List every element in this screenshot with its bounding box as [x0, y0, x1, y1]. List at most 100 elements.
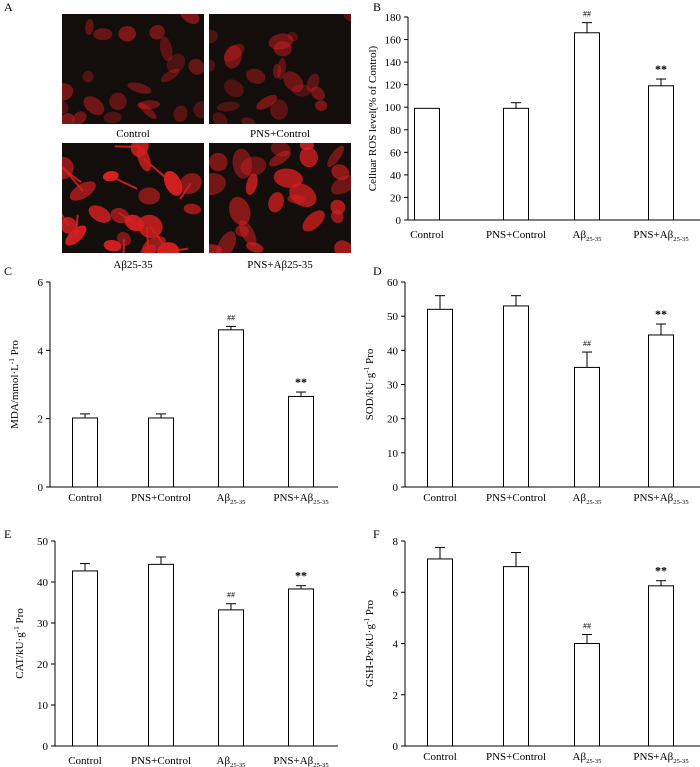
cell-image-pns-control: [209, 14, 351, 124]
cell-process: [110, 175, 138, 190]
cell-body: [138, 102, 157, 120]
cell-body: [270, 99, 288, 120]
y-tick-label-c-2: 4: [38, 345, 44, 357]
micrograph-pns-abeta: [209, 143, 351, 253]
micrograph-caption-abeta: Aβ25-35: [113, 259, 153, 271]
micrograph-caption-control: Control: [116, 128, 150, 140]
x-tick-label-c-1: PNS+Control: [131, 492, 191, 504]
cell-body: [62, 100, 69, 115]
y-tick-label-d-5: 50: [387, 311, 399, 323]
cell-body: [302, 210, 325, 232]
cell-body: [209, 29, 219, 44]
cell-body: [193, 101, 204, 119]
annotation-b-2: ##: [583, 10, 591, 19]
bar-c-3: [288, 395, 314, 488]
x-tick-label-b-3: PNS+Aβ25-35: [633, 229, 689, 243]
bar-e-3: [288, 588, 314, 747]
chart-d: 0 10 20 30 40 50 60 SOD/kU·g-1 Pro Control PNS+Co…: [363, 277, 700, 506]
cell-body: [216, 231, 236, 253]
annotation-e-3: **: [295, 569, 307, 583]
y-tick-label-d-4: 40: [387, 345, 399, 357]
cell-body: [173, 105, 188, 123]
bar-b-2: [574, 32, 600, 221]
y-tick-label-b-9: 180: [385, 12, 402, 24]
cell-body: [88, 205, 112, 223]
annotation-d-3: **: [655, 307, 667, 321]
cell-body: [343, 14, 351, 22]
y-tick-label-e-2: 20: [37, 659, 49, 671]
x-tick-label-b-2: Aβ25-35: [573, 229, 603, 243]
y-tick-label-d-2: 20: [387, 414, 399, 426]
y-axis-label-d: SOD/kU·g-1 Pro: [363, 348, 376, 420]
cell-body: [166, 53, 186, 73]
x-tick-label-f-1: PNS+Control: [486, 751, 546, 763]
y-tick-label-d-1: 10: [387, 448, 399, 460]
cell-body: [256, 94, 278, 110]
annotation-b-3: **: [655, 62, 667, 76]
y-tick-label-b-0: 0: [396, 215, 402, 227]
annotation-c-2: ##: [227, 313, 235, 322]
bar-d-3: [648, 334, 674, 488]
cell-body: [246, 68, 266, 84]
x-tick-label-b-1: PNS+Control: [486, 229, 546, 241]
cell-image-pns-abeta: [209, 143, 351, 253]
cell-image-control: [62, 14, 204, 124]
bar-b-3: [648, 85, 674, 221]
cell-body: [103, 239, 122, 252]
y-tick-label-f-2: 4: [393, 639, 399, 651]
bar-f-1: [503, 566, 529, 747]
x-tick-label-f-2: Aβ25-35: [573, 751, 603, 765]
cell-body: [209, 173, 226, 196]
cell-body: [306, 73, 320, 92]
cell-body: [209, 59, 216, 72]
panel-letter-a: A: [4, 0, 13, 14]
cell-body: [62, 83, 74, 102]
bar-d-2: [574, 366, 600, 488]
cell-process: [62, 166, 84, 192]
y-tick-label-e-1: 10: [37, 700, 49, 712]
cell-body: [212, 112, 228, 124]
micrograph-pns-control: [209, 14, 351, 124]
x-tick-label-f-3: PNS+Aβ25-35: [633, 751, 689, 765]
cell-body: [238, 220, 257, 246]
micrograph-caption-pns-abeta: PNS+Aβ25-35: [247, 259, 313, 271]
cell-body: [157, 242, 180, 253]
x-tick-label-b-0: Control: [410, 229, 444, 241]
y-tick-label-c-0: 0: [38, 482, 44, 494]
y-tick-label-e-4: 40: [37, 577, 49, 589]
cell-body: [327, 145, 345, 168]
cell-body: [268, 33, 294, 50]
bar-f-3: [648, 585, 674, 747]
y-tick-label-e-5: 50: [37, 536, 49, 548]
cell-body: [289, 183, 317, 208]
y-tick-label-b-3: 60: [390, 147, 402, 159]
cell-body: [160, 68, 180, 83]
cell-body: [103, 111, 122, 124]
bar-b-1: [503, 107, 529, 221]
bar-f-2: [574, 643, 600, 747]
y-axis-label-f: GSH-Px/kU·g-1 Pro: [363, 600, 376, 687]
bar-d-1: [503, 305, 529, 488]
cell-body: [82, 70, 94, 83]
bar-d-0: [427, 308, 453, 488]
cell-body: [138, 187, 161, 205]
cell-process: [143, 158, 168, 179]
cell-body: [118, 25, 137, 42]
y-tick-label-c-1: 2: [38, 414, 44, 426]
bar-c-2: [218, 329, 244, 488]
x-tick-label-d-3: PNS+Aβ25-35: [633, 492, 689, 506]
y-tick-label-f-0: 0: [393, 741, 399, 753]
annotation-c-3: **: [295, 375, 307, 389]
y-tick-label-f-3: 6: [393, 587, 399, 599]
annotation-f-3: **: [655, 564, 667, 578]
bar-c-0: [72, 417, 98, 488]
y-tick-label-b-6: 120: [385, 80, 402, 92]
bar-f-0: [427, 558, 453, 747]
micrograph-abeta: [62, 143, 204, 253]
cell-body: [334, 240, 351, 253]
cell-body: [127, 82, 152, 94]
cell-body: [183, 203, 202, 215]
x-tick-label-c-0: Control: [68, 492, 102, 504]
cell-body: [240, 156, 267, 177]
bar-b-0: [414, 107, 440, 221]
